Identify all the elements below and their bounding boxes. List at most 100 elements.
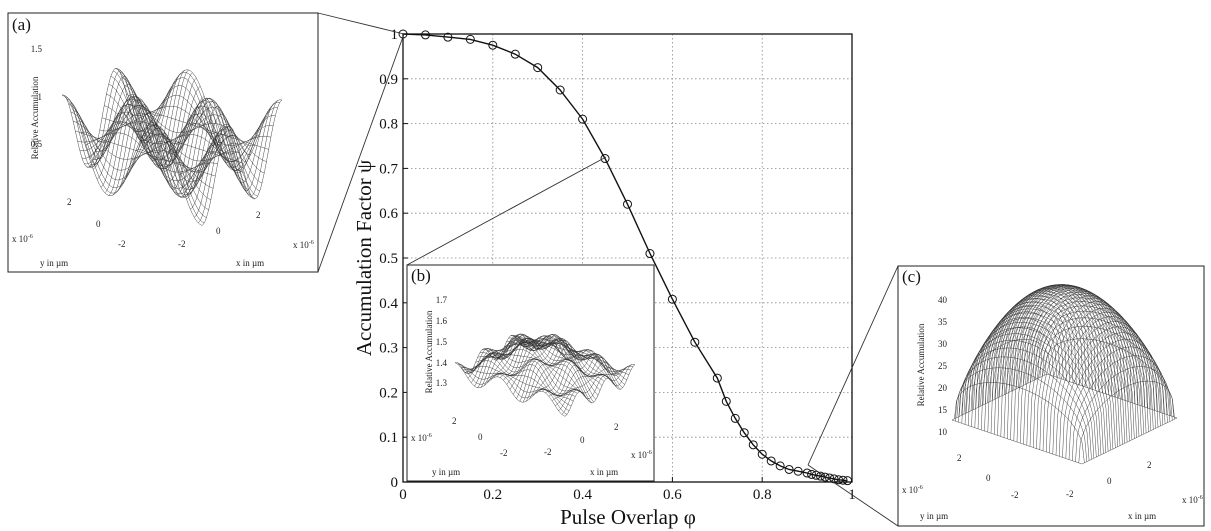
inset-c-mesh-line [1065, 339, 1162, 459]
inset-c-mesh-line [958, 326, 1054, 423]
inset-b-xscale: x 10-6 [631, 450, 652, 460]
inset-c-mesh-line [1046, 307, 1142, 452]
inset-a-mesh-line [190, 108, 271, 210]
inset-c-mesh-line [1016, 286, 1113, 443]
inset-a-mesh-line [197, 100, 279, 223]
inset-a-mesh-line [135, 122, 216, 161]
y-tick-label: 0.5 [379, 251, 398, 267]
inset-c-ytick-1: 0 [986, 473, 991, 483]
data-point [775, 461, 785, 471]
data-point [623, 199, 632, 209]
inset-b-mesh-line [551, 367, 623, 402]
inset-a-mesh-line [147, 101, 228, 190]
inset-a-xtick-0: -2 [178, 239, 186, 249]
inset-b-ztick-4: 1.3 [436, 378, 448, 388]
y-tick-label: 0.9 [379, 72, 398, 88]
inset-c-mesh-line [1007, 284, 1103, 439]
inset-c-ylabel: y in µm [920, 511, 948, 521]
inset-c-mesh-line [1023, 289, 1119, 445]
inset-b-mesh-line [513, 339, 584, 395]
inset-b-mesh-line [496, 334, 568, 377]
inset-c-mesh-line [1020, 287, 1116, 444]
inset-b-mesh-line [548, 361, 619, 397]
inset-a-mesh-line [182, 125, 263, 188]
inset-b-mesh-line [561, 364, 632, 415]
inset-b-mesh-line [461, 337, 532, 371]
y-tick-label: 0.4 [379, 296, 398, 312]
data-point [811, 470, 821, 480]
data-point [510, 49, 520, 59]
inset-a-mesh-line [65, 70, 146, 168]
inset-c-mesh-line [1059, 326, 1155, 457]
inset-a-xlabel: x in µm [236, 258, 264, 268]
inset-b-xtick-2: 2 [614, 422, 619, 432]
data-point [721, 396, 731, 406]
y-tick-label: 0.6 [379, 206, 398, 222]
inset-c-mesh-line [1036, 298, 1132, 449]
inset-c-ytick-2: -2 [1011, 490, 1019, 500]
data-point [825, 473, 835, 483]
inset-a-mesh-line [178, 135, 259, 176]
inset-a-letter: (a) [12, 15, 31, 34]
inset-c-mesh-line [1072, 355, 1168, 461]
x-tick-label: 0.6 [663, 487, 682, 503]
inset-b-mesh-line [458, 335, 529, 373]
data-point [730, 413, 740, 423]
inset-b-mesh-line [474, 335, 545, 387]
inset-c-mesh-line [1075, 366, 1171, 462]
inset-b-mesh-line [532, 355, 603, 397]
inset-c-ztick-2: 30 [938, 339, 948, 349]
inset-a-mesh-line [69, 76, 150, 165]
inset-a-ylabel: y in µm [40, 258, 68, 268]
inset-a-mesh-line [159, 100, 240, 198]
inset-c-zlabel: Relative Accumulation [916, 323, 926, 406]
inset-a-mesh-line [124, 96, 205, 180]
inset-c-ztick-5: 15 [938, 405, 948, 415]
inset-a-mesh-line [194, 103, 275, 218]
connector-c-top [807, 265, 899, 466]
data-point [465, 34, 475, 44]
x-tick-label: 0.8 [753, 487, 772, 503]
inset-connectors [317, 12, 899, 527]
y-tick-label: 0.2 [379, 385, 398, 401]
y-tick-label: 0 [391, 475, 399, 491]
inset-a-zlabel: Relative Accumulation [30, 76, 40, 159]
inset-a: (a) Relative Accumulation 1.5 1 0.5 2 0 … [7, 12, 319, 273]
inset-a-ytick-0: 2 [67, 197, 72, 207]
inset-c-yscale: x 10-6 [902, 485, 923, 495]
inset-b-xtick-0: -2 [544, 447, 552, 457]
inset-a-ytick-2: -2 [118, 239, 126, 249]
inset-b-xtick-1: 0 [580, 435, 585, 445]
inset-c-mesh-line [997, 284, 1093, 436]
inset-c-mesh-line [1078, 380, 1175, 463]
inset-a-surface [61, 67, 283, 226]
inset-c-ztick-4: 20 [938, 383, 948, 393]
data-point [820, 472, 830, 482]
connector-c-bottom [807, 464, 899, 527]
data-point [793, 466, 803, 476]
inset-b-surface [454, 333, 636, 417]
inset-b-mesh-line [542, 354, 613, 394]
inset-b-ztick-3: 1.4 [436, 358, 448, 368]
inset-c-mesh-line [1039, 301, 1136, 450]
inset-b-mesh-line [538, 353, 610, 392]
inset-a-ytick-1: 0 [96, 219, 101, 229]
data-point [784, 464, 794, 474]
data-point [739, 428, 749, 438]
data-point [645, 249, 655, 259]
inset-c-mesh-line [1052, 316, 1149, 455]
inset-a-mesh-line [85, 105, 166, 146]
inset-c-mesh-line [1029, 293, 1126, 447]
inset-b-ytick-1: 0 [478, 432, 483, 442]
inset-b-mesh-line [558, 365, 629, 411]
y-tick-label: 0.8 [379, 117, 398, 133]
inset-c-mesh-line [1000, 284, 1097, 437]
inset-c-xtick-2: 2 [1147, 460, 1152, 470]
y-tick-label: 0.3 [379, 341, 398, 357]
x-tick-label: 0.4 [573, 487, 592, 503]
inset-b-mesh-line [522, 340, 593, 403]
inset-a-mesh-line [92, 86, 174, 170]
inset-a-mesh-line [163, 106, 244, 195]
inset-c-surface [951, 284, 1178, 465]
